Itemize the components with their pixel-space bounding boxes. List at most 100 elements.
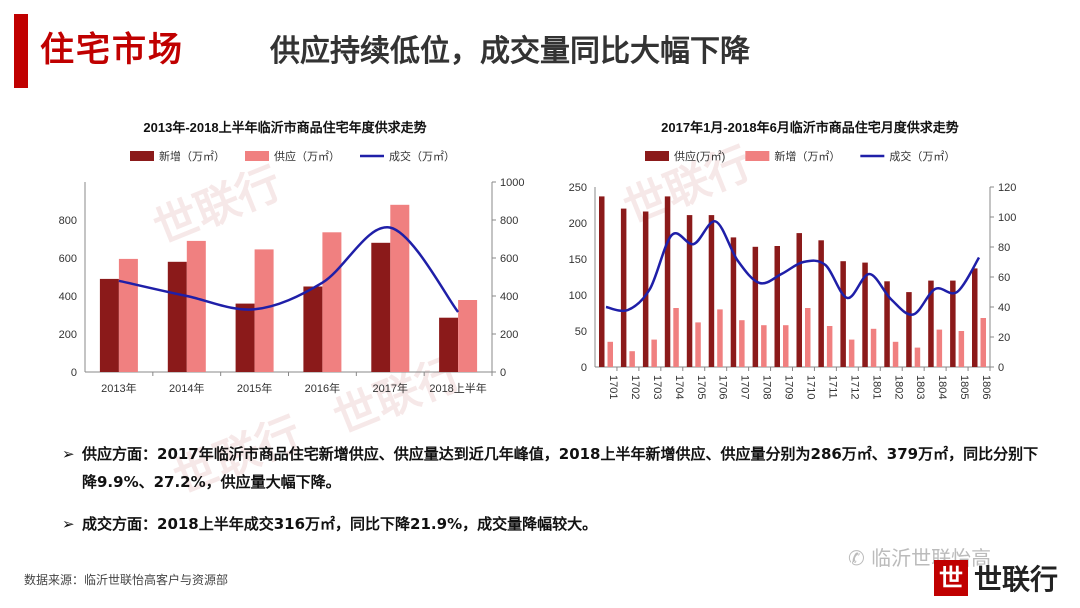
bar xyxy=(186,240,206,372)
note-supply: ➢ 供应方面：2017年临沂市商品住宅新增供应、供应量达到近几年峰值，2018上… xyxy=(62,440,1042,496)
bar xyxy=(796,233,802,367)
wechat-account: ✆ 临沂世联怡高 xyxy=(848,542,991,571)
bar xyxy=(862,262,868,367)
legend-swatch xyxy=(745,151,770,161)
x-tick-label: 2017年 xyxy=(373,381,408,395)
y2-tick-label: 0 xyxy=(998,362,1004,374)
legend-label: 供应(万㎡) xyxy=(674,149,725,163)
series-line xyxy=(605,220,981,316)
y-tick-label: 0 xyxy=(71,367,77,379)
bar xyxy=(840,261,846,367)
series-line xyxy=(118,226,460,313)
x-tick-label: 1701 xyxy=(607,375,619,399)
bar xyxy=(752,246,759,367)
x-tick-label: 2015年 xyxy=(237,381,272,395)
chart-title: 2013年-2018上半年临沂市商品住宅年度供求走势 xyxy=(143,120,426,135)
y2-tick-label: 0 xyxy=(500,367,506,379)
note-text: 成交方面：2018上半年成交316万㎡，同比下降21.9%，成交量降幅较大。 xyxy=(82,515,598,533)
x-tick-label: 1704 xyxy=(673,375,685,399)
bar xyxy=(818,240,824,367)
note-text: 供应方面：2017年临沂市商品住宅新增供应、供应量达到近几年峰值，2018上半年… xyxy=(82,445,1039,491)
x-tick-label: 1702 xyxy=(629,375,641,399)
bar xyxy=(99,278,119,372)
chart-title: 2017年1月-2018年6月临沂市商品住宅月度供求走势 xyxy=(661,120,959,135)
brand-logo: 世 世联行 xyxy=(934,558,1062,602)
y-tick-label: 600 xyxy=(59,253,77,265)
x-tick-label: 2016年 xyxy=(305,381,340,395)
x-tick-label: 1710 xyxy=(804,375,816,399)
x-tick-label: 2013年 xyxy=(101,381,136,395)
legend-label: 成交（万㎡） xyxy=(889,149,955,163)
x-tick-label: 1801 xyxy=(870,375,882,399)
y-tick-label: 200 xyxy=(59,329,77,341)
y-tick-label: 150 xyxy=(569,254,587,266)
bar xyxy=(458,300,478,372)
x-tick-label: 1707 xyxy=(739,375,751,399)
bar xyxy=(761,325,767,367)
bar xyxy=(708,215,715,367)
x-tick-label: 1706 xyxy=(717,375,729,399)
y2-tick-label: 40 xyxy=(998,302,1010,314)
bar xyxy=(439,317,459,372)
bar xyxy=(118,258,138,372)
y2-tick-label: 800 xyxy=(500,215,518,227)
bar xyxy=(870,328,877,367)
bar xyxy=(730,237,737,367)
arrow-bullet-icon: ➢ xyxy=(62,515,75,533)
bar xyxy=(664,196,671,367)
bar xyxy=(980,318,986,367)
y-tick-label: 250 xyxy=(569,182,587,194)
x-tick-label: 1803 xyxy=(914,375,926,399)
bar xyxy=(390,204,410,372)
bar xyxy=(717,309,723,367)
bar xyxy=(254,249,274,372)
y2-tick-label: 20 xyxy=(998,332,1010,344)
bar xyxy=(599,196,605,367)
y-tick-label: 800 xyxy=(59,215,77,227)
y2-tick-label: 600 xyxy=(500,253,518,265)
bar xyxy=(928,280,934,367)
x-tick-label: 1804 xyxy=(936,375,948,399)
x-tick-label: 2018上半年 xyxy=(429,381,486,395)
bar xyxy=(892,341,899,367)
legend-swatch xyxy=(130,151,154,161)
x-tick-label: 1705 xyxy=(695,375,707,399)
bar xyxy=(950,280,956,367)
legend-label: 新增（万㎡） xyxy=(159,149,225,163)
y-tick-label: 200 xyxy=(569,218,587,230)
bar xyxy=(884,281,890,367)
bar xyxy=(620,208,627,367)
notes-list: ➢ 供应方面：2017年临沂市商品住宅新增供应、供应量达到近几年峰值，2018上… xyxy=(62,440,1042,538)
y2-tick-label: 80 xyxy=(998,242,1010,254)
bar xyxy=(695,322,701,367)
bar xyxy=(774,246,780,367)
x-tick-label: 1806 xyxy=(980,375,992,399)
bar xyxy=(848,339,855,367)
y-tick-label: 0 xyxy=(581,362,587,374)
x-tick-label: 1711 xyxy=(826,375,838,399)
wechat-icon: ✆ xyxy=(848,546,872,570)
bar xyxy=(914,347,921,367)
bar xyxy=(673,308,679,367)
legend-swatch xyxy=(245,151,269,161)
headline: 供应持续低位，成交量同比大幅下降 xyxy=(270,34,750,69)
bar xyxy=(805,308,811,367)
y2-tick-label: 120 xyxy=(998,182,1016,194)
bar xyxy=(826,326,833,367)
legend-swatch xyxy=(645,151,669,161)
data-source: 数据来源：临沂世联怡高客户与资源部 xyxy=(24,573,229,587)
y-tick-label: 100 xyxy=(569,290,587,302)
brand-mark: 世 xyxy=(934,560,968,596)
y2-tick-label: 1000 xyxy=(500,177,524,189)
wechat-account-name: 临沂世联怡高 xyxy=(871,546,992,570)
bar xyxy=(906,292,912,367)
bar xyxy=(629,351,635,367)
y2-tick-label: 400 xyxy=(500,291,518,303)
y2-tick-label: 100 xyxy=(998,212,1016,224)
note-transactions: ➢ 成交方面：2018上半年成交316万㎡，同比下降21.9%，成交量降幅较大。 xyxy=(62,510,1042,538)
x-tick-label: 1708 xyxy=(761,375,773,399)
bar xyxy=(642,211,649,367)
